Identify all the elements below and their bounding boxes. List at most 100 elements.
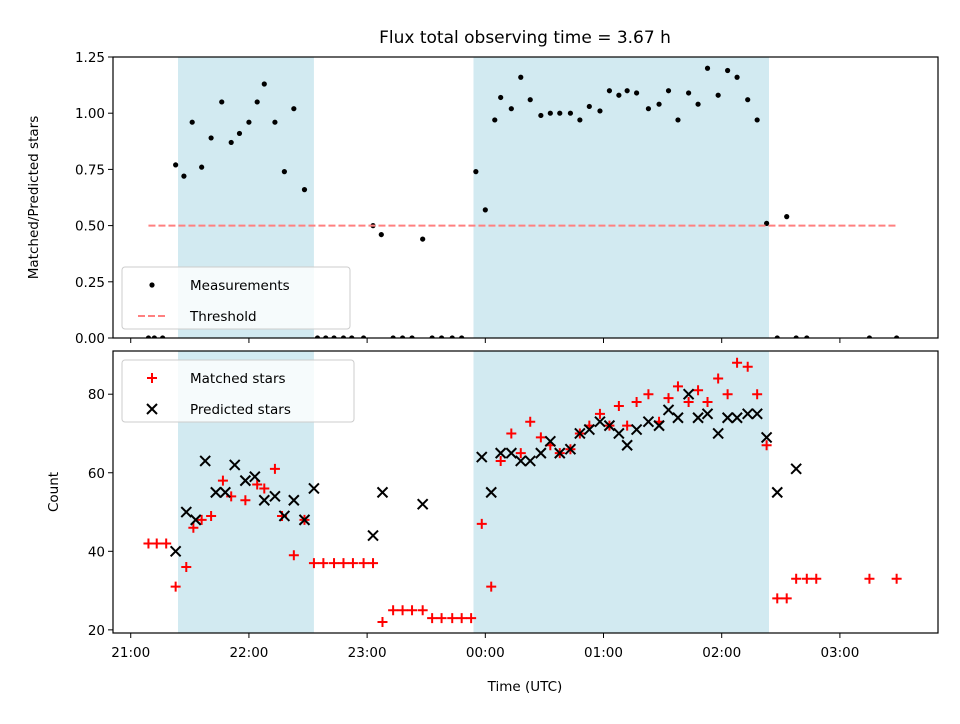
- data-point: [358, 558, 369, 569]
- data-point: [323, 335, 329, 338]
- data-point: [715, 92, 721, 98]
- data-point: [524, 455, 536, 467]
- data-point: [606, 88, 613, 94]
- data-point: [864, 573, 875, 584]
- data-point: [597, 108, 603, 114]
- data-point: [631, 397, 642, 408]
- data-point: [278, 510, 291, 522]
- data-point: [804, 335, 810, 338]
- data-point: [866, 335, 873, 338]
- y-tick-label: 0.50: [75, 219, 105, 235]
- data-point: [409, 335, 415, 338]
- data-point: [281, 169, 287, 175]
- data-point: [476, 451, 488, 463]
- data-point: [367, 529, 379, 542]
- data-point: [653, 419, 665, 432]
- data-point: [261, 81, 267, 87]
- data-point: [269, 490, 281, 503]
- data-point: [772, 593, 783, 604]
- y-tick-label: 0.25: [75, 275, 105, 291]
- data-point: [495, 455, 506, 466]
- chart-title: Flux total observing time = 3.67 h: [379, 28, 671, 48]
- data-point: [751, 408, 763, 420]
- data-point: [228, 139, 234, 146]
- data-point: [254, 99, 260, 105]
- data-point: [645, 106, 652, 112]
- data-point: [456, 613, 467, 624]
- data-point: [701, 408, 714, 420]
- data-point: [259, 483, 270, 494]
- data-point: [693, 385, 704, 396]
- data-point: [492, 117, 498, 123]
- data-point: [721, 412, 734, 424]
- data-point: [725, 67, 731, 74]
- data-point: [742, 361, 753, 372]
- y-tick-label: 0.00: [75, 331, 105, 347]
- data-point: [624, 88, 630, 94]
- data-point: [236, 130, 243, 137]
- data-point: [291, 106, 297, 112]
- y-tick-label: 80: [88, 387, 105, 403]
- data-point: [210, 486, 222, 499]
- data-point: [447, 613, 458, 624]
- legend-label: Measurements: [190, 278, 290, 294]
- data-point: [894, 335, 900, 338]
- data-point: [665, 88, 672, 94]
- x-tick-label: 22:00: [229, 645, 268, 661]
- legend-marker: [147, 373, 157, 383]
- legend-label: Predicted stars: [190, 402, 291, 418]
- y-tick-label: 20: [88, 623, 105, 639]
- data-point: [613, 400, 624, 411]
- data-point: [692, 412, 704, 424]
- plot-frame: [112, 350, 939, 634]
- data-point: [682, 388, 695, 400]
- data-point: [498, 94, 504, 101]
- data-point: [169, 545, 182, 558]
- x-tick-label: 21:00: [111, 645, 150, 661]
- data-point: [790, 463, 802, 475]
- data-point: [429, 335, 435, 338]
- data-point: [538, 112, 544, 119]
- data-point: [416, 498, 429, 510]
- data-point: [340, 335, 347, 338]
- data-point: [397, 605, 408, 616]
- data-point: [390, 335, 396, 338]
- data-point: [594, 408, 605, 419]
- series-group: [145, 65, 900, 338]
- data-point: [686, 90, 692, 96]
- data-point: [564, 443, 577, 455]
- y-axis-label: Count: [46, 472, 62, 512]
- data-point: [630, 423, 643, 436]
- x-tick-label: 03:00: [820, 645, 859, 661]
- data-point: [567, 110, 574, 116]
- data-point: [554, 447, 566, 459]
- data-point: [754, 117, 760, 123]
- data-point: [349, 335, 355, 338]
- data-point: [781, 593, 792, 604]
- data-point: [702, 397, 713, 408]
- y-tick-label: 1.00: [75, 106, 105, 122]
- data-point: [722, 389, 733, 400]
- legend-label: Threshold: [189, 309, 257, 325]
- data-point: [329, 558, 340, 569]
- data-point: [784, 214, 790, 220]
- data-point: [663, 393, 674, 404]
- y-tick-label: 1.25: [75, 50, 105, 66]
- data-point: [420, 236, 426, 242]
- data-point: [170, 581, 181, 592]
- data-point: [586, 103, 592, 110]
- data-point: [547, 110, 553, 116]
- data-point: [734, 74, 740, 80]
- data-point: [656, 101, 662, 107]
- data-point: [527, 97, 533, 103]
- data-point: [603, 419, 616, 432]
- data-point: [378, 231, 384, 238]
- legend-label: Matched stars: [190, 371, 286, 387]
- data-point: [616, 92, 622, 98]
- data-point: [206, 510, 217, 521]
- data-point: [791, 573, 802, 584]
- data-point: [258, 494, 270, 506]
- x-tick-label: 02:00: [702, 645, 741, 661]
